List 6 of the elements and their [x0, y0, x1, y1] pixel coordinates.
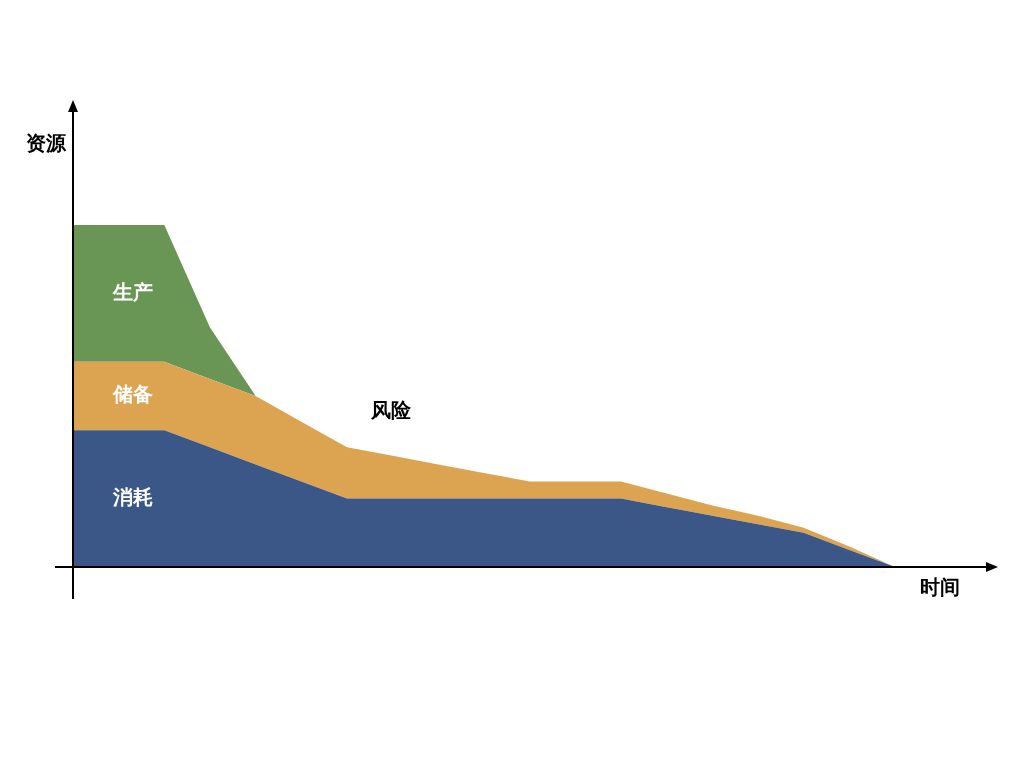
series-label: 消耗: [111, 484, 153, 509]
x-axis-title: 时间: [920, 575, 960, 600]
y-axis-title: 资源: [26, 131, 67, 156]
series-label: 储备: [111, 382, 153, 407]
annotation: 风险: [369, 398, 412, 423]
series-label: 生产: [111, 279, 153, 304]
